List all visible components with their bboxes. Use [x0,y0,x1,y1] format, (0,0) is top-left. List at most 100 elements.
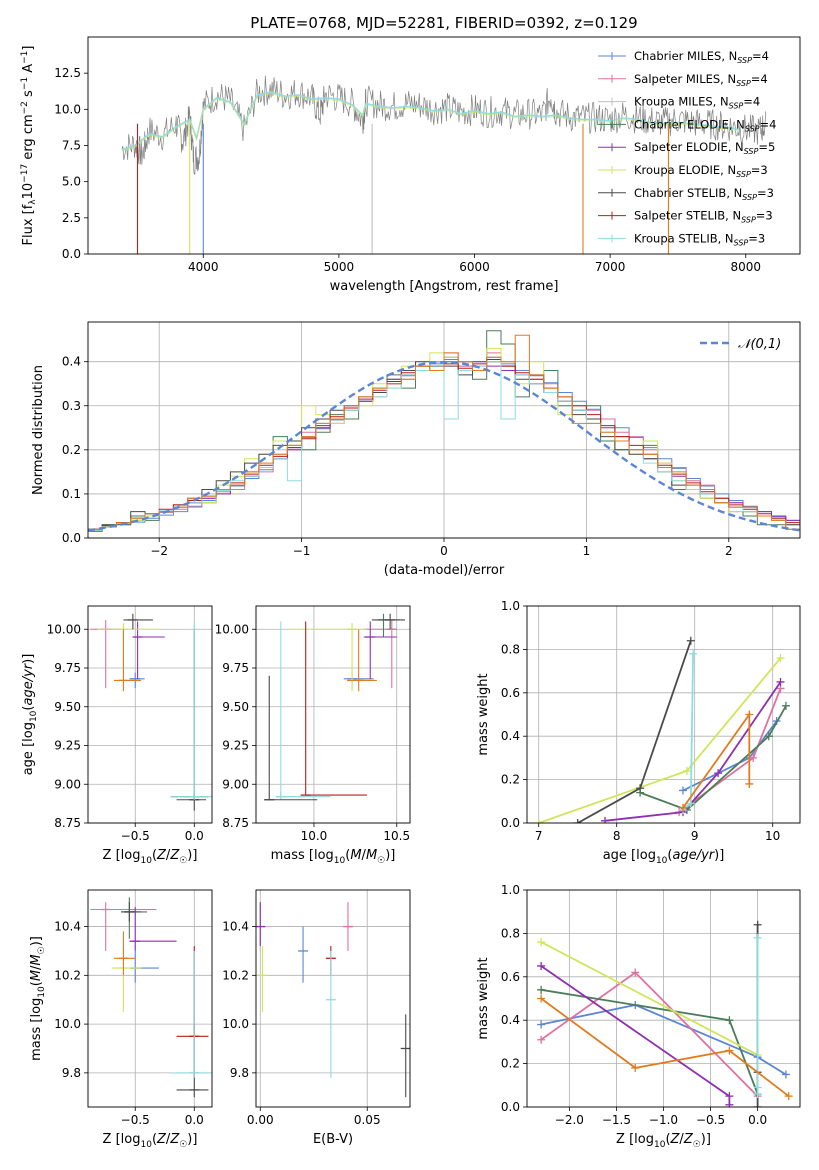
weight-marker [537,1020,546,1029]
y-tick-label: 9.8 [230,1066,249,1080]
weight-marker [725,1046,734,1055]
weight-marker [745,710,754,719]
y-tick-label: 9.50 [54,700,81,714]
weight-marker [601,816,609,823]
y-tick-label: 10.0 [222,1017,249,1031]
weight-marker [686,799,695,808]
y-tick-label: 10.00 [47,622,81,636]
plot-area [90,897,212,1098]
y-tick-label: 0.6 [501,970,520,984]
weight-marker [534,819,543,823]
legend-label: Salpeter STELIB, NSSP=3 [634,209,773,225]
y-tick-label: 0.0 [501,816,520,830]
y-tick-label: 0.4 [501,1013,520,1027]
x-tick-label: 10.0 [301,829,328,843]
x-tick-label: 5000 [324,260,355,274]
plot-area [88,330,800,532]
plot-area [256,902,410,1098]
chart-weight-vs-age: 7 8 9 10 0.0 0.2 0.4 0.6 0.8 1.0 mass weight age [l… [476,599,801,866]
x-tick-label: −0.5 [696,1113,725,1127]
plot-area [90,613,212,811]
legend-label: Salpeter ELODIE, NSSP=5 [634,140,775,156]
plot-area [534,636,790,823]
legend-label: Kroupa STELIB, NSSP=3 [634,231,765,247]
y-tick-label: 0.2 [501,1057,520,1071]
weight-marker [714,769,723,778]
chart-mass-vs-EBV: 0.00 0.05 9.8 10.0 10.2 10.4 E(B-V) [222,889,411,1147]
y-tick-label: 10.0 [54,102,81,116]
weight-series-line [540,941,759,1056]
y-tick-label: 1.0 [501,599,520,613]
x-tick-label: 0.00 [247,1113,274,1127]
x-tick-label: −0.5 [121,829,150,843]
weight-marker [573,819,582,823]
weight-marker [636,784,645,793]
y-tick-label: 10.2 [222,968,249,982]
x-axis-label: Z [log10(Z/Z☉)] [103,1132,198,1150]
legend-label: Chabrier MILES, NSSP=4 [634,49,769,65]
x-tick-label: 4000 [188,260,219,274]
x-axis-label: age [log10(age/yr)] [603,848,725,866]
legend-label: Salpeter MILES, NSSP=4 [634,72,768,88]
weight-marker [537,985,546,994]
weight-marker [725,1100,734,1107]
weight-marker [631,968,640,977]
weight-marker [537,938,546,947]
weight-series-line [577,640,692,823]
x-tick-label: −0.5 [121,1113,150,1127]
axes-frame [526,605,801,824]
x-tick-label: 0.0 [185,1113,204,1127]
y-tick-label: 0.0 [62,531,81,545]
weight-series-line [682,711,751,809]
y-tick-label: 9.00 [222,777,249,791]
weight-marker [686,636,695,645]
y-tick-label: 9.75 [54,661,81,675]
axes-frame [255,889,411,1108]
y-tick-label: 9.25 [54,739,81,753]
y-tick-label: 12.5 [54,66,81,80]
axes-frame [526,889,801,1108]
x-tick-label: 0.0 [748,1113,767,1127]
weight-marker [753,933,762,942]
weight-marker [631,1063,640,1072]
weight-marker [679,803,687,812]
weight-marker [749,753,758,762]
weight-marker [725,1092,734,1101]
weight-series-line [540,1004,787,1076]
weight-marker [784,1092,793,1101]
y-tick-label: 9.25 [222,739,249,753]
y-axis-label: age [log10(age/yr)] [21,654,39,776]
weight-marker [537,1035,546,1044]
axes-frame [255,605,411,824]
x-tick-label: 8 [613,829,621,843]
y-tick-label: 1.0 [501,883,520,897]
y-tick-label: 5.0 [62,175,81,189]
y-tick-label: 0.2 [62,443,81,457]
chart-mass-vs-Z: −0.5 0.0 9.8 10.0 10.2 10.4 Z [log10(Z/Z☉)] mas… [29,889,213,1150]
weight-series-line [682,653,694,811]
weight-marker [725,1016,734,1025]
plot-area [264,613,406,801]
y-tick-label: 0.1 [62,487,81,501]
y-axis-label: mass weight [476,957,491,1039]
x-tick-label: 10.5 [383,829,410,843]
y-tick-label: 9.8 [62,1066,81,1080]
y-tick-label: 10.2 [54,968,81,982]
weight-series-line [538,657,782,823]
y-tick-label: 0.8 [501,926,520,940]
model-spectrum-line-2 [121,93,740,152]
chart-age-vs-Z: −0.5 0.0 8.75 9.00 9.25 9.50 9.75 10.00 Z [log10… [21,605,213,866]
y-axis-label: mass [log10(M/M☉)] [29,936,47,1061]
weight-marker [537,994,546,1003]
weight-marker [776,654,785,663]
x-axis-label: wavelength [Angstrom, rest frame] [330,279,559,294]
x-axis-label: Z [log10(Z/Z☉)] [616,1132,711,1150]
x-axis-label: E(B-V) [313,1132,353,1147]
figure-title: PLATE=0768, MJD=52281, FIBERID=0392, z=0… [250,14,637,32]
x-tick-label: −2 [150,544,168,558]
x-tick-label: 2 [725,544,733,558]
weight-marker [753,1103,762,1107]
weight-series-line [540,971,759,1097]
axes-frame [87,321,801,539]
